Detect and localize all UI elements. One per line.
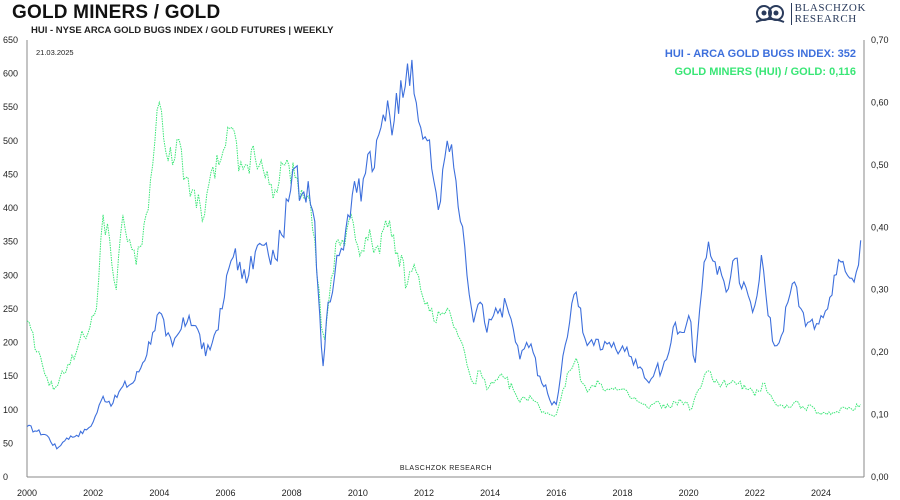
y-right-tick-label: 0,60 [871, 97, 889, 107]
y-left-tick-label: 500 [3, 136, 18, 146]
y-right-tick-label: 0,70 [871, 35, 889, 45]
y-left-tick-label: 0 [3, 472, 8, 482]
y-right-axis: 0,00 0,10 0,20 0,30 0,40 0,50 0,60 0,70 [871, 35, 889, 482]
chart-subtitle: HUI - NYSE ARCA GOLD BUGS INDEX / GOLD F… [31, 25, 334, 36]
series-line-ratio [26, 100, 862, 417]
y-right-tick-label: 0,10 [871, 410, 889, 420]
owl-logo-icon [755, 5, 784, 23]
x-tick-label: 2016 [546, 488, 566, 498]
y-left-tick-label: 300 [3, 270, 18, 280]
x-tick-label: 2020 [679, 488, 699, 498]
x-tick-label: 2008 [282, 488, 302, 498]
y-left-tick-label: 200 [3, 338, 18, 348]
y-right-tick-label: 0,30 [871, 285, 889, 295]
x-tick-label: 2010 [348, 488, 368, 498]
legend-entry-hui: HUI - ARCA GOLD BUGS INDEX: 352 [665, 48, 856, 60]
y-left-tick-label: 450 [3, 169, 18, 179]
x-tick-label: 2022 [745, 488, 765, 498]
y-left-axis: 0 50 100 150 200 250 300 350 400 450 500 550 600 650 [3, 35, 18, 482]
y-left-tick-label: 650 [3, 35, 18, 45]
x-tick-label: 2002 [83, 488, 103, 498]
date-label: 21.03.2025 [36, 48, 74, 57]
y-right-tick-label: 0,20 [871, 347, 889, 357]
y-right-tick-label: 0,50 [871, 160, 889, 170]
x-axis: 2000 2002 2004 2006 2008 2010 2012 2014 2016 2018… [17, 488, 831, 498]
x-tick-label: 2018 [612, 488, 632, 498]
y-left-tick-label: 600 [3, 69, 18, 79]
x-tick-label: 2004 [149, 488, 169, 498]
series-line-hui [26, 59, 862, 450]
y-left-tick-label: 400 [3, 203, 18, 213]
chart-title: GOLD MINERS / GOLD [12, 2, 221, 23]
y-right-tick-label: 0,00 [871, 472, 889, 482]
y-right-tick-label: 0,40 [871, 222, 889, 232]
y-left-tick-label: 350 [3, 237, 18, 247]
y-left-tick-label: 150 [3, 371, 18, 381]
x-tick-label: 2000 [17, 488, 37, 498]
x-tick-label: 2006 [215, 488, 235, 498]
brand-name: BLASCHZOK RESEARCH [790, 2, 866, 25]
x-tick-label: 2014 [480, 488, 500, 498]
watermark-label: BLASCHZOK RESEARCH [400, 465, 492, 472]
x-tick-label: 2024 [811, 488, 831, 498]
y-left-tick-label: 100 [3, 405, 18, 415]
brand-line-2: RESEARCH [794, 13, 857, 25]
legend-entry-ratio: GOLD MINERS (HUI) / GOLD: 0,116 [674, 66, 856, 78]
y-left-tick-label: 250 [3, 304, 18, 314]
y-left-tick-label: 550 [3, 102, 18, 112]
brand-line-1: BLASCHZOK [794, 2, 866, 14]
x-tick-label: 2012 [414, 488, 434, 498]
y-left-tick-label: 50 [3, 438, 13, 448]
brand-logo-block: BLASCHZOK RESEARCH [753, 2, 866, 26]
plot-frame [26, 40, 865, 478]
